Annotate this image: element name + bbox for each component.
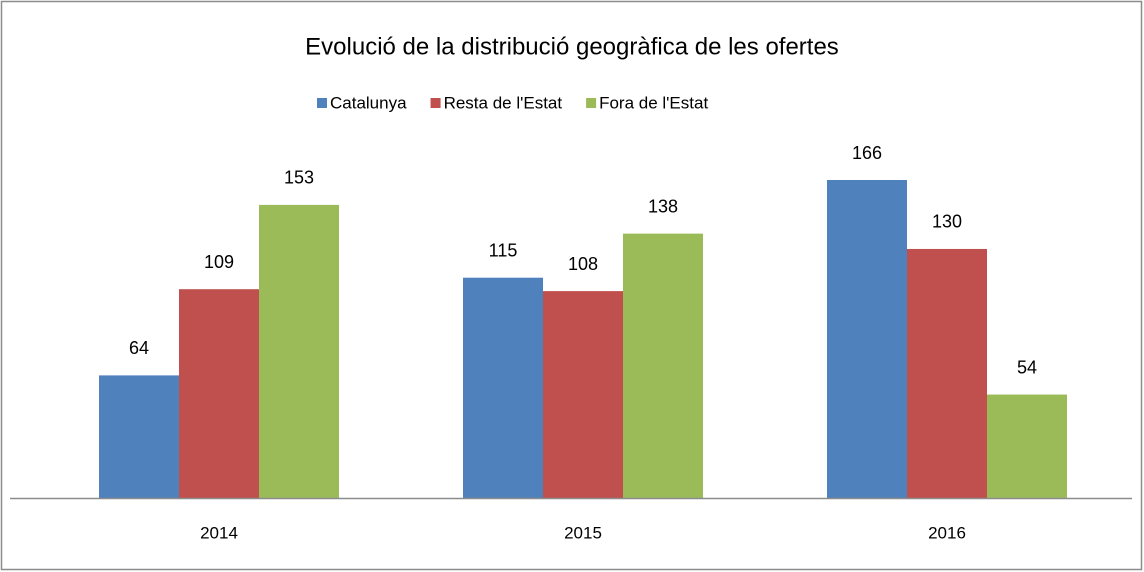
data-label: 64 xyxy=(129,338,149,358)
data-label: 130 xyxy=(932,212,962,232)
legend-label: Fora de l'Estat xyxy=(599,93,708,112)
legend-label: Catalunya xyxy=(330,93,407,112)
bar xyxy=(623,233,703,498)
data-label: 166 xyxy=(852,143,882,163)
data-label: 115 xyxy=(489,240,518,260)
chart-title: Evolució de la distribució geogràfica de… xyxy=(305,33,839,60)
data-label: 153 xyxy=(284,168,314,188)
bar xyxy=(827,180,907,498)
legend-swatch xyxy=(586,98,597,108)
x-tick-label: 2015 xyxy=(564,523,602,542)
x-tick-label: 2016 xyxy=(928,523,966,542)
bar xyxy=(543,291,623,498)
bar xyxy=(463,277,543,498)
legend-label: Resta de l'Estat xyxy=(444,93,563,112)
bar xyxy=(99,375,179,498)
legend-swatch xyxy=(430,98,441,108)
bar xyxy=(907,248,987,498)
legend-swatch xyxy=(317,98,327,108)
bar xyxy=(259,204,339,498)
x-tick-label: 2014 xyxy=(200,523,238,542)
data-label: 54 xyxy=(1017,357,1037,377)
bar xyxy=(987,394,1067,498)
data-label: 138 xyxy=(648,196,678,216)
bar xyxy=(179,289,259,498)
data-label: 109 xyxy=(204,252,234,272)
data-label: 108 xyxy=(568,254,598,274)
